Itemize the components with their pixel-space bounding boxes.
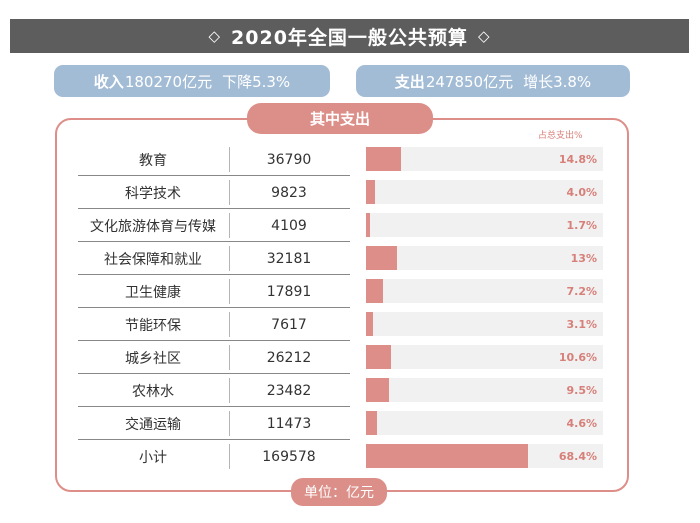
category-label: 教育 [139, 152, 167, 169]
row-divider [78, 406, 350, 407]
bar-track [366, 444, 603, 468]
amount-value: 169578 [262, 448, 316, 465]
column-divider [229, 279, 230, 304]
diamond-right-icon: ◇ [477, 27, 491, 45]
column-divider [229, 312, 230, 337]
bar-track [366, 213, 603, 237]
amount-value: 36790 [266, 151, 312, 168]
category-label: 农林水 [132, 383, 174, 400]
data-label: 9.5% [566, 383, 597, 397]
column-divider [229, 345, 230, 370]
bar [366, 444, 529, 468]
data-label: 14.8% [558, 152, 597, 166]
column-divider [229, 246, 230, 271]
page-title: 2020年全国一般公共预算 [231, 26, 468, 49]
row-divider [78, 241, 350, 242]
category-label: 科学技术 [125, 185, 181, 202]
category-label: 交通运输 [125, 416, 181, 433]
column-divider [229, 378, 230, 403]
bar [366, 213, 371, 237]
bar-track [366, 279, 603, 303]
data-label: 1.7% [566, 218, 597, 232]
category-label: 社会保障和就业 [104, 251, 202, 268]
table-row: 小计 169578 68.4% [0, 440, 700, 473]
data-label: 7.2% [566, 284, 597, 298]
unit-label: 单位：亿元 [291, 478, 387, 506]
bar-track [366, 312, 603, 336]
table-row: 节能环保 7617 3.1% [0, 308, 700, 341]
table-row: 农林水 23482 9.5% [0, 374, 700, 407]
bar [366, 180, 376, 204]
table-row: 城乡社区 26212 10.6% [0, 341, 700, 374]
data-label: 4.6% [566, 416, 597, 430]
category-label: 文化旅游体育与传媒 [90, 218, 216, 235]
category-label: 城乡社区 [125, 350, 181, 367]
row-divider [78, 274, 350, 275]
amount-value: 23482 [266, 382, 312, 399]
amount-value: 26212 [266, 349, 312, 366]
income-value: 180270亿元 [124, 72, 213, 91]
amount-value: 7617 [271, 316, 307, 333]
column-divider [229, 444, 230, 469]
bar [366, 246, 397, 270]
row-divider [78, 340, 350, 341]
income-label: 收入 [93, 72, 124, 91]
diamond-left-icon: ◇ [208, 27, 222, 45]
data-label: 68.4% [558, 449, 597, 463]
table-row: 社会保障和就业 32181 13% [0, 242, 700, 275]
table-row: 文化旅游体育与传媒 4109 1.7% [0, 209, 700, 242]
bar-track [366, 378, 603, 402]
table-row: 交通运输 11473 4.6% [0, 407, 700, 440]
expense-change: 增长3.8% [523, 72, 592, 91]
bar [366, 378, 389, 402]
column-divider [229, 147, 230, 172]
bar [366, 345, 392, 369]
bar-track [366, 411, 603, 435]
amount-value: 32181 [266, 250, 312, 267]
column-divider [229, 411, 230, 436]
row-divider [78, 208, 350, 209]
income-summary: 收入 180270亿元 下降5.3% [54, 65, 330, 97]
table-row: 教育 36790 14.8% [0, 143, 700, 176]
amount-value: 9823 [271, 184, 307, 201]
expense-label: 支出 [394, 72, 425, 91]
bar [366, 312, 374, 336]
bar-track [366, 246, 603, 270]
data-label: 4.0% [566, 185, 597, 199]
table-row: 科学技术 9823 4.0% [0, 176, 700, 209]
bar-track [366, 147, 603, 171]
bar-track [366, 180, 603, 204]
amount-value: 4109 [271, 217, 307, 234]
category-label: 小计 [139, 449, 167, 466]
title-banner: ◇ 2020年全国一般公共预算 ◇ [10, 19, 689, 53]
amount-value: 17891 [266, 283, 312, 300]
row-divider [78, 439, 350, 440]
row-divider [78, 373, 350, 374]
bar [366, 147, 402, 171]
data-label: 10.6% [558, 350, 597, 364]
category-label: 卫生健康 [125, 284, 181, 301]
bar [366, 411, 377, 435]
column-divider [229, 213, 230, 238]
row-divider [78, 175, 350, 176]
expense-value: 247850亿元 [425, 72, 514, 91]
data-label: 3.1% [566, 317, 597, 331]
amount-value: 11473 [266, 415, 312, 432]
bar [366, 279, 384, 303]
share-column-header: 占总支出% [538, 131, 583, 141]
row-divider [78, 307, 350, 308]
income-change: 下降5.3% [222, 72, 291, 91]
data-label: 13% [570, 251, 597, 265]
column-divider [229, 180, 230, 205]
category-label: 节能环保 [125, 317, 181, 334]
bar-track [366, 345, 603, 369]
section-title: 其中支出 [247, 103, 433, 134]
expense-summary: 支出 247850亿元 增长3.8% [356, 65, 630, 97]
table-row: 卫生健康 17891 7.2% [0, 275, 700, 308]
